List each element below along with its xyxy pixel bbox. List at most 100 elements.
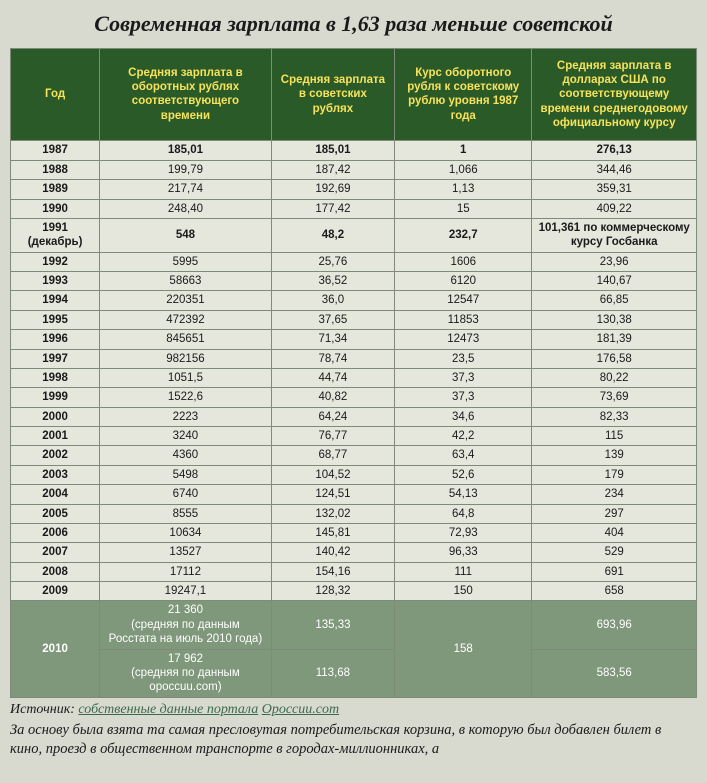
table-cell: 154,16 <box>271 562 394 581</box>
table-cell-year: 2010 <box>11 601 100 697</box>
table-cell: 12473 <box>395 330 532 349</box>
table-row: 20035498104,5252,6179 <box>11 465 697 484</box>
table-cell: 58663 <box>100 272 272 291</box>
table-cell: 2000 <box>11 407 100 426</box>
table-cell: 297 <box>532 504 697 523</box>
table-row: 2000222364,2434,682,33 <box>11 407 697 426</box>
table-cell: 115 <box>532 427 697 446</box>
table-cell: 177,42 <box>271 199 394 218</box>
table-cell: 23,96 <box>532 252 697 271</box>
table-cell: 63,4 <box>395 446 532 465</box>
table-cell: 21 360 (средняя по данным Росстата на ию… <box>100 601 272 649</box>
table-cell: 179 <box>532 465 697 484</box>
table-cell: 82,33 <box>532 407 697 426</box>
table-cell: 73,69 <box>532 388 697 407</box>
source-text: собственные данные портала <box>78 702 258 717</box>
table-cell: 1 <box>395 141 532 160</box>
table-cell: 37,65 <box>271 310 394 329</box>
table-cell: 1998 <box>11 368 100 387</box>
table-cell: 124,51 <box>271 485 394 504</box>
table-row: 200919247,1128,32150658 <box>11 582 697 601</box>
table-cell: 1988 <box>11 160 100 179</box>
table-cell: 23,5 <box>395 349 532 368</box>
table-cell: 140,42 <box>271 543 394 562</box>
table-cell: 276,13 <box>532 141 697 160</box>
table-cell: 1991 (декабрь) <box>11 218 100 252</box>
table-cell: 187,42 <box>271 160 394 179</box>
table-cell: 409,22 <box>532 199 697 218</box>
table-cell: 8555 <box>100 504 272 523</box>
table-cell: 1992 <box>11 252 100 271</box>
table-cell: 344,46 <box>532 160 697 179</box>
table-cell: 44,74 <box>271 368 394 387</box>
table-cell: 4360 <box>100 446 272 465</box>
table-cell: 111 <box>395 562 532 581</box>
table-cell: 1522,6 <box>100 388 272 407</box>
table-cell: 34,6 <box>395 407 532 426</box>
table-cell: 17112 <box>100 562 272 581</box>
table-cell: 54,13 <box>395 485 532 504</box>
table-cell: 36,52 <box>271 272 394 291</box>
table-cell: 2004 <box>11 485 100 504</box>
table-cell: 42,2 <box>395 427 532 446</box>
table-cell: 96,33 <box>395 543 532 562</box>
table-cell: 2007 <box>11 543 100 562</box>
table-cell: 1996 <box>11 330 100 349</box>
table-cell: 693,96 <box>532 601 697 649</box>
table-cell: 15 <box>395 199 532 218</box>
table-header-row: Год Средняя зарплата в оборотных рублях … <box>11 48 697 141</box>
table-row: 200817112154,16111691 <box>11 562 697 581</box>
table-cell: 68,77 <box>271 446 394 465</box>
table-cell: 2005 <box>11 504 100 523</box>
table-cell: 2003 <box>11 465 100 484</box>
source-line: Источник: собственные данные портала Opo… <box>10 702 697 718</box>
table-cell: 982156 <box>100 349 272 368</box>
table-cell: 248,40 <box>100 199 272 218</box>
table-row-alt: 201021 360 (средняя по данным Росстата н… <box>11 601 697 649</box>
table-cell: 1989 <box>11 180 100 199</box>
table-cell: 658 <box>532 582 697 601</box>
table-cell: 181,39 <box>532 330 697 349</box>
table-cell: 37,3 <box>395 388 532 407</box>
table-cell: 1997 <box>11 349 100 368</box>
table-cell: 1,13 <box>395 180 532 199</box>
table-row: 1987185,01185,011276,13 <box>11 141 697 160</box>
table-cell: 1999 <box>11 388 100 407</box>
table-row: 200713527140,4296,33529 <box>11 543 697 562</box>
source-link[interactable]: Opoccuu.com <box>262 702 339 717</box>
table-cell: 185,01 <box>100 141 272 160</box>
table-row: 200610634145,8172,93404 <box>11 523 697 542</box>
table-cell: 36,0 <box>271 291 394 310</box>
table-cell: 404 <box>532 523 697 542</box>
col-salary-current: Средняя зарплата в оборотных рублях соот… <box>100 48 272 141</box>
table-cell: 1987 <box>11 141 100 160</box>
table-cell: 76,77 <box>271 427 394 446</box>
table-row: 1988199,79187,421,066344,46 <box>11 160 697 179</box>
table-cell: 6120 <box>395 272 532 291</box>
table-cell: 128,32 <box>271 582 394 601</box>
table-row: 1989217,74192,691,13359,31 <box>11 180 697 199</box>
table-cell: 135,33 <box>271 601 394 649</box>
table-row: 1991 (декабрь)54848,2232,7101,361 по ком… <box>11 218 697 252</box>
table-cell: 5995 <box>100 252 272 271</box>
table-row: 2001324076,7742,2115 <box>11 427 697 446</box>
table-row: 20058555132,0264,8297 <box>11 504 697 523</box>
table-cell: 1993 <box>11 272 100 291</box>
table-cell: 72,93 <box>395 523 532 542</box>
table-row: 19981051,544,7437,380,22 <box>11 368 697 387</box>
table-cell: 691 <box>532 562 697 581</box>
table-cell: 12547 <box>395 291 532 310</box>
table-cell: 234 <box>532 485 697 504</box>
table-cell: 64,8 <box>395 504 532 523</box>
table-cell: 1994 <box>11 291 100 310</box>
table-cell: 11853 <box>395 310 532 329</box>
table-cell: 185,01 <box>271 141 394 160</box>
table-cell: 104,52 <box>271 465 394 484</box>
col-rate: Курс оборотного рубля к советскому рублю… <box>395 48 532 141</box>
table-cell: 548 <box>100 218 272 252</box>
table-cell: 1990 <box>11 199 100 218</box>
table-cell: 1,066 <box>395 160 532 179</box>
table-row: 1990248,40177,4215409,22 <box>11 199 697 218</box>
table-cell: 2223 <box>100 407 272 426</box>
table-cell: 158 <box>395 601 532 697</box>
